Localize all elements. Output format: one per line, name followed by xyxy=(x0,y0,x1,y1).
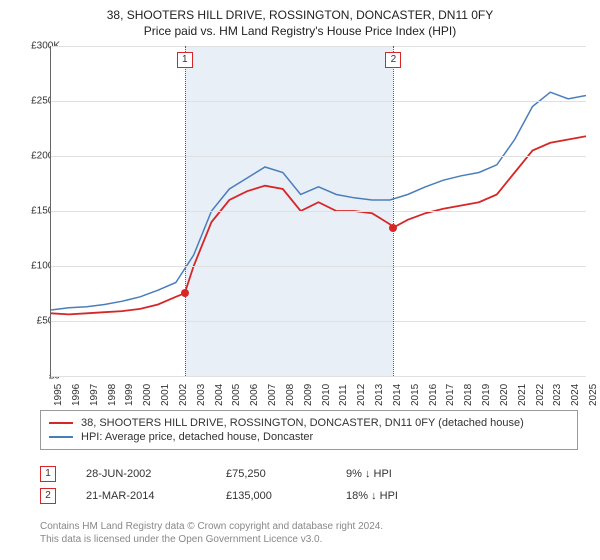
series-price_paid xyxy=(51,136,586,314)
x-tick-label: 2019 xyxy=(481,384,492,406)
legend-label: 38, SHOOTERS HILL DRIVE, ROSSINGTON, DON… xyxy=(81,417,524,429)
sale-diff: 18% ↓ HPI xyxy=(346,490,398,502)
sale-date: 21-MAR-2014 xyxy=(86,490,196,502)
x-tick-label: 2004 xyxy=(214,384,225,406)
x-tick-label: 2003 xyxy=(196,384,207,406)
x-tick-label: 2014 xyxy=(392,384,403,406)
sale-marker-line xyxy=(185,46,186,376)
x-tick-label: 2016 xyxy=(428,384,439,406)
x-tick-label: 1999 xyxy=(124,384,135,406)
titles: 38, SHOOTERS HILL DRIVE, ROSSINGTON, DON… xyxy=(0,0,600,38)
gridline xyxy=(51,211,586,212)
gridline xyxy=(51,46,586,47)
x-tick-label: 2015 xyxy=(410,384,421,406)
x-tick-label: 2022 xyxy=(535,384,546,406)
gridline xyxy=(51,266,586,267)
x-tick-label: 1996 xyxy=(71,384,82,406)
gridline xyxy=(51,376,586,377)
x-tick-label: 2008 xyxy=(285,384,296,406)
footer-line: Contains HM Land Registry data © Crown c… xyxy=(40,520,383,533)
chart-container: 38, SHOOTERS HILL DRIVE, ROSSINGTON, DON… xyxy=(0,0,600,560)
x-tick-label: 2025 xyxy=(588,384,599,406)
x-tick-label: 2011 xyxy=(338,384,349,406)
x-tick-label: 1997 xyxy=(89,384,100,406)
legend-item-hpi: HPI: Average price, detached house, Donc… xyxy=(49,431,569,443)
x-tick-label: 2013 xyxy=(374,384,385,406)
footer-line: This data is licensed under the Open Gov… xyxy=(40,533,383,546)
sale-price: £135,000 xyxy=(226,490,316,502)
sale-diff: 9% ↓ HPI xyxy=(346,468,392,480)
x-tick-label: 1995 xyxy=(53,384,64,406)
x-tick-label: 2021 xyxy=(517,384,528,406)
x-tick-label: 2002 xyxy=(178,384,189,406)
x-tick-label: 2024 xyxy=(570,384,581,406)
legend-item-price-paid: 38, SHOOTERS HILL DRIVE, ROSSINGTON, DON… xyxy=(49,417,569,429)
sale-marker-line xyxy=(393,46,394,376)
sale-date: 28-JUN-2002 xyxy=(86,468,196,480)
sale-marker-box: 2 xyxy=(385,52,401,68)
legend-swatch xyxy=(49,436,73,438)
page-title: 38, SHOOTERS HILL DRIVE, ROSSINGTON, DON… xyxy=(0,8,600,22)
sale-price: £75,250 xyxy=(226,468,316,480)
gridline xyxy=(51,156,586,157)
x-tick-label: 2007 xyxy=(267,384,278,406)
sale-row: 2 21-MAR-2014 £135,000 18% ↓ HPI xyxy=(40,488,560,504)
x-tick-label: 2012 xyxy=(356,384,367,406)
sale-number-box: 2 xyxy=(40,488,56,504)
plot-area: 12 xyxy=(50,46,586,377)
x-tick-label: 2023 xyxy=(552,384,563,406)
gridline xyxy=(51,101,586,102)
x-tick-label: 2000 xyxy=(142,384,153,406)
x-tick-label: 2006 xyxy=(249,384,260,406)
x-tick-label: 2005 xyxy=(231,384,242,406)
series-hpi xyxy=(51,92,586,310)
x-tick-label: 2017 xyxy=(445,384,456,406)
gridline xyxy=(51,321,586,322)
footer: Contains HM Land Registry data © Crown c… xyxy=(40,520,383,546)
legend-label: HPI: Average price, detached house, Donc… xyxy=(81,431,313,443)
sale-row: 1 28-JUN-2002 £75,250 9% ↓ HPI xyxy=(40,466,560,482)
sale-point xyxy=(389,224,397,232)
x-tick-label: 2009 xyxy=(303,384,314,406)
x-tick-label: 2020 xyxy=(499,384,510,406)
legend-swatch xyxy=(49,422,73,424)
x-tick-label: 2010 xyxy=(321,384,332,406)
sale-marker-box: 1 xyxy=(177,52,193,68)
x-tick-label: 2001 xyxy=(160,384,171,406)
x-tick-label: 2018 xyxy=(463,384,474,406)
page-subtitle: Price paid vs. HM Land Registry's House … xyxy=(0,24,600,38)
legend: 38, SHOOTERS HILL DRIVE, ROSSINGTON, DON… xyxy=(40,410,578,450)
sale-point xyxy=(181,289,189,297)
sale-number-box: 1 xyxy=(40,466,56,482)
x-tick-label: 1998 xyxy=(107,384,118,406)
sales-table: 1 28-JUN-2002 £75,250 9% ↓ HPI 2 21-MAR-2014 £… xyxy=(40,460,560,510)
